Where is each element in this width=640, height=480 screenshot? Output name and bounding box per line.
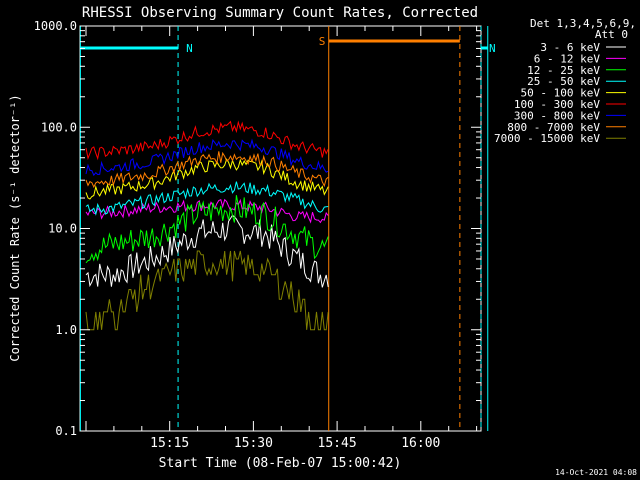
legend-header-line1: Det 1,3,4,5,6,9,: [530, 17, 636, 30]
y-tick-label: 1.0: [55, 323, 77, 337]
y-tick-label: 10.0: [48, 222, 77, 236]
y-tick-label: 1000.0: [34, 19, 77, 33]
legend-label: 6 - 12 keV: [534, 52, 601, 65]
legend-label: 25 - 50 keV: [527, 75, 600, 88]
interval-label-N: N: [489, 42, 496, 55]
series-line: [85, 250, 329, 331]
chart-title: RHESSI Observing Summary Count Rates, Co…: [82, 5, 478, 21]
series-line: [85, 138, 329, 177]
interval-label-N: N: [186, 42, 193, 55]
x-tick-label: 15:45: [318, 436, 357, 451]
series-line: [85, 198, 329, 224]
series-line: [85, 181, 329, 216]
legend-header-line2: Att 0: [595, 28, 628, 41]
y-axis-label: Corrected Count Rate (s⁻¹ detector⁻¹): [8, 94, 22, 361]
legend-label: 7000 - 15000 keV: [494, 132, 600, 145]
series-line: [85, 151, 329, 189]
series-line: [85, 195, 329, 264]
series-line: [85, 158, 329, 200]
legend-label: 50 - 100 keV: [521, 87, 601, 100]
series-line: [85, 120, 329, 161]
y-tick-label: 100.0: [41, 120, 77, 134]
series-line: [85, 214, 329, 288]
interval-label-S: S: [319, 35, 326, 48]
legend-label: 100 - 300 keV: [514, 98, 600, 111]
y-tick-label: 0.1: [55, 424, 77, 438]
legend-label: 300 - 800 keV: [514, 109, 600, 122]
timestamp: 14-Oct-2021 04:08: [555, 468, 637, 477]
legend-label: 12 - 25 keV: [527, 64, 600, 77]
x-tick-label: 15:15: [150, 436, 189, 451]
legend-label: 800 - 7000 keV: [507, 121, 600, 134]
x-axis-label: Start Time (08-Feb-07 15:00:42): [159, 456, 402, 471]
plot-frame: [79, 25, 482, 432]
x-tick-label: 16:00: [401, 436, 440, 451]
legend-label: 3 - 6 keV: [540, 41, 600, 54]
x-tick-label: 15:30: [234, 436, 273, 451]
